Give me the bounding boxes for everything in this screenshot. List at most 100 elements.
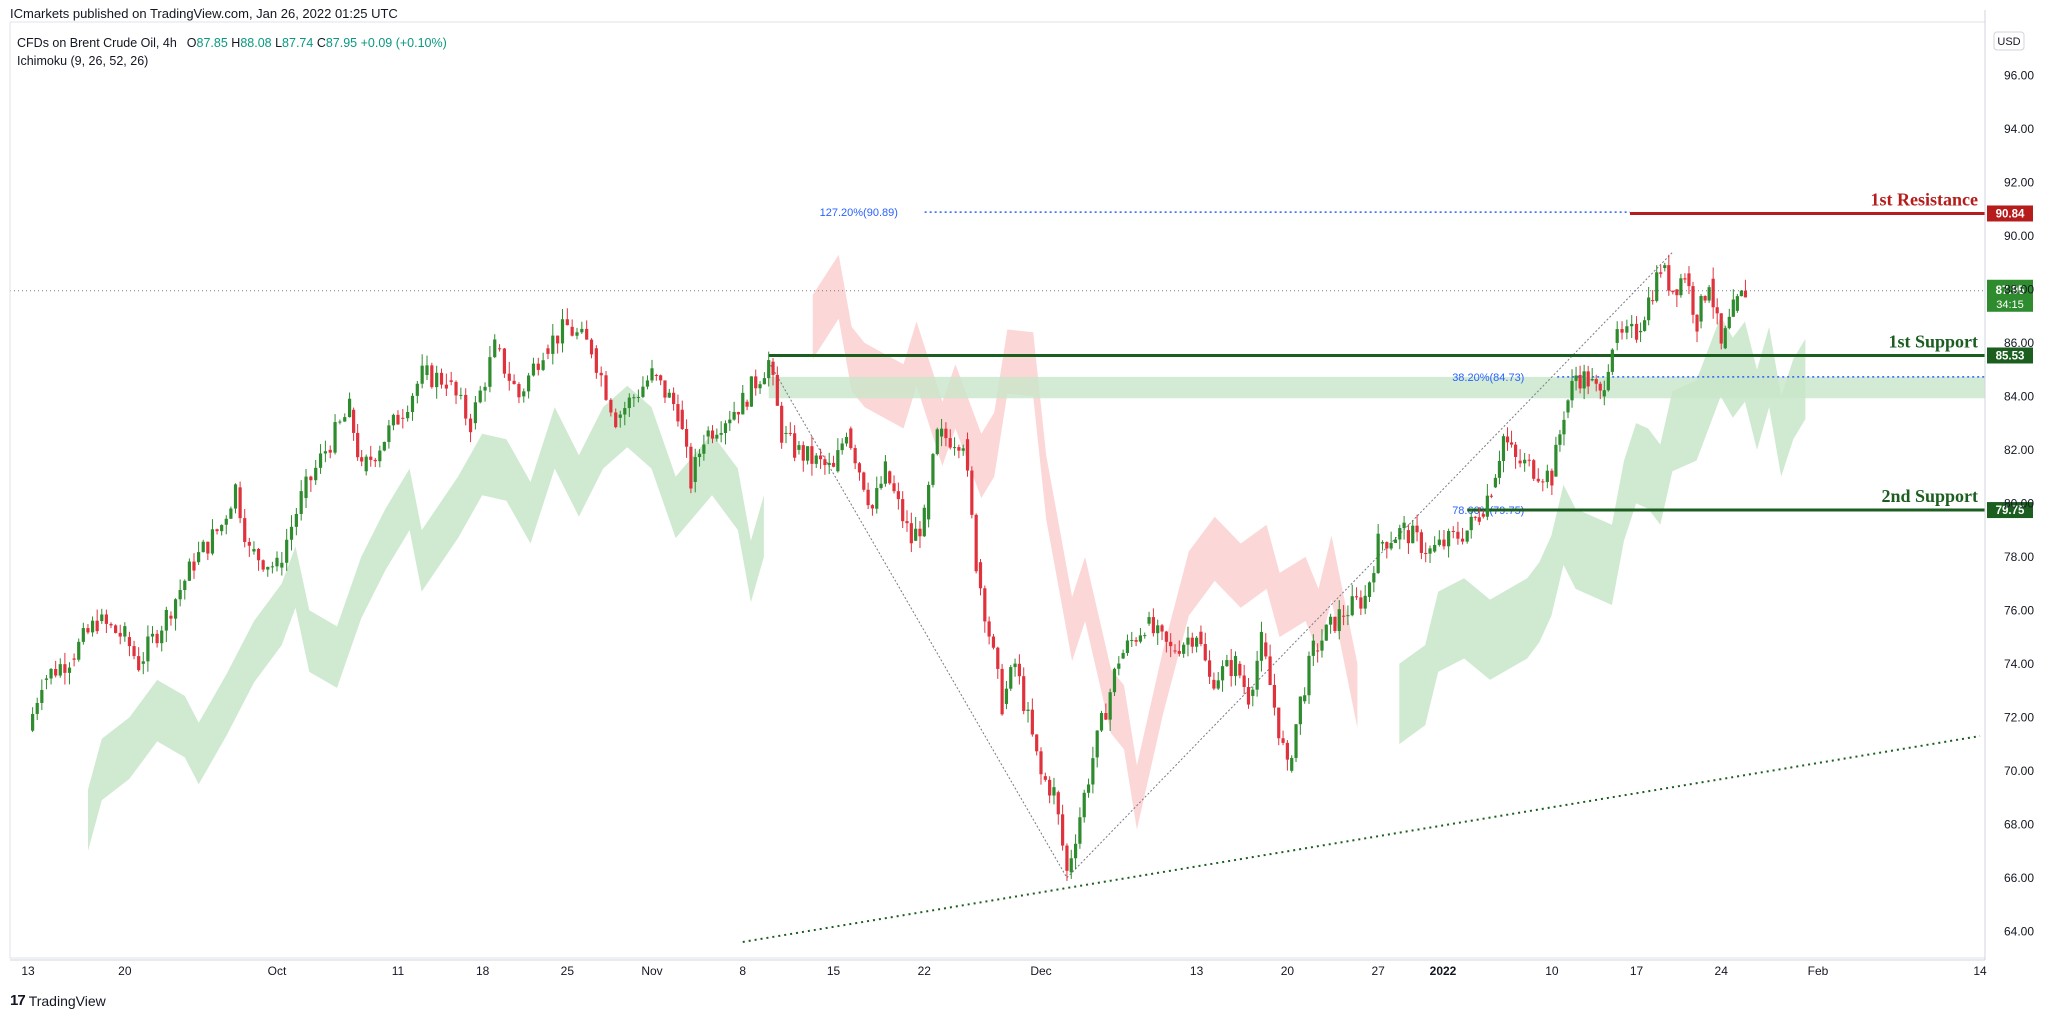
candle-body (974, 514, 978, 572)
candle-body (723, 423, 728, 434)
candle-body (1242, 675, 1246, 688)
candle-body (594, 348, 598, 373)
candle-body (827, 462, 831, 466)
candle-body (965, 439, 970, 471)
candle-body (1350, 596, 1354, 616)
candle-body (1216, 680, 1220, 689)
candle-body (1719, 313, 1723, 344)
candle-body (1048, 779, 1052, 796)
candle-body (710, 430, 715, 439)
candle-body (1727, 316, 1731, 329)
candle-body (1061, 814, 1065, 846)
candle-body (1460, 538, 1465, 542)
ascending-trendline[interactable] (742, 735, 1981, 943)
candle-body (1285, 742, 1289, 760)
candle-body (541, 360, 545, 370)
candle-body (1376, 533, 1380, 574)
candle-body (1715, 307, 1719, 314)
candle-body (44, 678, 49, 680)
candle-body (560, 319, 565, 344)
candles (31, 254, 1748, 881)
candle-body (1501, 436, 1506, 461)
candle-body (67, 667, 72, 673)
x-tick-label: 11 (392, 964, 405, 978)
candle-body (304, 476, 308, 499)
y-tick-label: 84.00 (2004, 389, 2034, 403)
support-zone-band (768, 376, 1986, 399)
candle-body (1039, 751, 1043, 775)
candle-body (641, 386, 645, 397)
level-name: 1st Resistance (1871, 189, 1978, 209)
candle-body (1606, 371, 1610, 391)
candle-body (1424, 552, 1428, 554)
tradingview-brand[interactable]: 17 TradingView (10, 992, 106, 1009)
candle-body (762, 378, 766, 385)
candle-body (978, 562, 983, 589)
candle-body (478, 390, 482, 403)
candle-body (396, 414, 400, 425)
candle-body (991, 636, 996, 648)
candle-body (1203, 644, 1207, 661)
candle-body (352, 409, 356, 433)
candle-body (1164, 631, 1168, 642)
x-tick-label: Dec (1030, 964, 1051, 978)
candle-body (338, 421, 342, 423)
candle-body (266, 566, 270, 570)
candle-body (201, 541, 205, 553)
candle-body (299, 491, 303, 514)
indicator-label[interactable]: Ichimoku (9, 26, 52, 26) (17, 54, 149, 68)
candle-body (961, 448, 965, 451)
cloud-segment (812, 254, 1358, 830)
candle-body (54, 668, 58, 676)
y-tick-label: 96.00 (2004, 68, 2034, 82)
candle-body (1655, 272, 1659, 301)
candle-body (818, 455, 823, 460)
candle-body (425, 365, 429, 376)
candle-body (589, 339, 594, 355)
candle-body (220, 525, 224, 532)
candle-body (387, 425, 391, 442)
candle-body (1082, 792, 1086, 818)
candle-body (1277, 707, 1281, 739)
candle-body (435, 372, 439, 388)
candle-body (693, 457, 697, 482)
candle-body (609, 399, 613, 413)
candle-body (1182, 644, 1186, 654)
candle-body (952, 447, 957, 449)
candle-body (1372, 573, 1376, 583)
candle-body (840, 443, 844, 451)
candle-body (1195, 637, 1199, 647)
candle-body (86, 628, 90, 633)
candle-body (736, 411, 741, 415)
y-tick-label: 86.00 (2004, 336, 2034, 350)
candle-body (468, 418, 473, 433)
candle-body (343, 417, 347, 422)
symbol-title[interactable]: CFDs on Brent Crude Oil, 4h (17, 36, 177, 50)
candle-body (141, 661, 145, 664)
candle-body (1683, 278, 1687, 280)
candle-body (1481, 514, 1485, 517)
candle-body (849, 428, 853, 449)
y-tick-label: 94.00 (2004, 122, 2034, 136)
candle-body (238, 487, 242, 519)
currency-box[interactable] (1993, 31, 2025, 51)
cloud-segment (88, 385, 764, 851)
candle-body (1477, 517, 1481, 522)
candle-body (797, 445, 801, 450)
candle-body (719, 433, 723, 435)
candle-body (771, 361, 775, 375)
candle-body (430, 365, 434, 388)
y-tick-label: 78.00 (2004, 550, 2034, 564)
candle-body (1225, 660, 1229, 667)
candle-body (210, 529, 215, 554)
candle-body (914, 528, 918, 541)
candle-body (546, 348, 550, 354)
candle-body (788, 432, 792, 434)
level-price-label: 85.53 (1996, 350, 2025, 362)
candle-body (1578, 375, 1582, 389)
candle-body (347, 398, 352, 418)
x-tick-label: 24 (1715, 964, 1729, 978)
candle-body (95, 620, 99, 632)
candle-body (1380, 542, 1385, 544)
